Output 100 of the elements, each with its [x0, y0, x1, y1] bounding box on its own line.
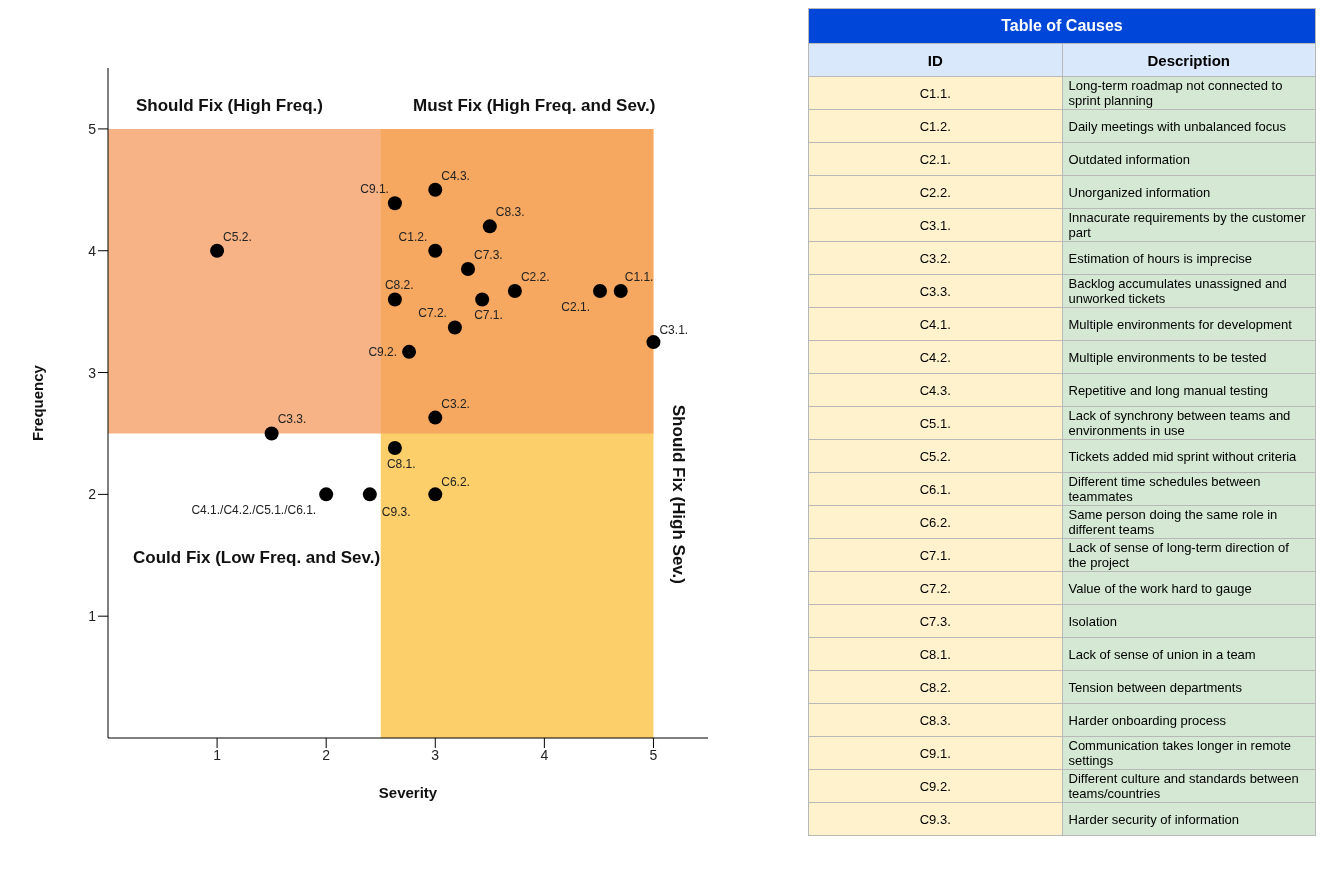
text: Repetitive and long manual testing — [1062, 373, 1316, 407]
text: Long-term roadmap not connected to sprint planning — [1062, 76, 1316, 110]
annotation: C8.3. — [495, 205, 525, 220]
point — [482, 219, 497, 234]
text: C9.2. — [808, 769, 1062, 803]
text: C3.1. — [808, 208, 1062, 242]
point — [210, 243, 225, 258]
text: C7.1. — [808, 538, 1062, 572]
text: Multiple environments to be tested — [1062, 340, 1316, 374]
annotation: C9.2. — [368, 344, 398, 359]
text: Different culture and standards between teams/countries — [1062, 769, 1316, 803]
text: Daily meetings with unbalanced focus — [1062, 109, 1316, 143]
text: C4.2. — [808, 340, 1062, 374]
annotation: C1.1. — [624, 269, 654, 284]
point — [613, 283, 628, 298]
text: Isolation — [1062, 604, 1316, 638]
annotation: C3.3. — [277, 412, 307, 427]
text: Innacurate requirements by the customer part — [1062, 208, 1316, 242]
y-axis-title: Frequency — [29, 364, 47, 441]
y-tick-label: 1 — [88, 608, 97, 625]
annotation: C4.3. — [441, 168, 470, 183]
x-tick-label: 4 — [540, 746, 549, 763]
annotation: C9.3. — [381, 505, 411, 520]
point — [387, 441, 402, 456]
annotation: C8.2. — [384, 278, 414, 293]
annotation: C3.1. — [659, 323, 689, 338]
point — [593, 283, 607, 298]
annotation: C9.1. — [360, 182, 389, 197]
text: Lack of synchrony between teams and environments in use — [1062, 406, 1316, 440]
text: C1.1. — [808, 76, 1062, 110]
text: Value of the work hard to gauge — [1062, 571, 1316, 605]
text: C7.3. — [808, 604, 1062, 638]
y-tick-label: 3 — [88, 364, 97, 381]
text: Lack of sense of long-term direction of the project — [1062, 538, 1316, 572]
y-tick-label: 5 — [88, 120, 97, 137]
point — [387, 292, 402, 307]
text: Communication takes longer in remote settings — [1062, 736, 1316, 770]
annotation: C2.1. — [561, 299, 590, 314]
y-tick-label: 4 — [88, 242, 97, 259]
band-label: Should Fix (High Sev.) — [669, 404, 689, 584]
text: Description — [1062, 43, 1316, 77]
text: C5.2. — [808, 439, 1062, 473]
point — [428, 487, 443, 502]
text: C8.3. — [808, 703, 1062, 737]
text: C2.2. — [808, 175, 1062, 209]
annotation: C3.2. — [441, 396, 470, 411]
annotation: Could Fix (Low Freq. and Sev.) — [133, 548, 381, 568]
text: Lack of sense of union in a team — [1062, 637, 1316, 671]
point — [387, 196, 402, 211]
text: C9.1. — [808, 736, 1062, 770]
annotation: Must Fix (High Freq. and Sev.) — [413, 96, 656, 116]
point — [402, 344, 417, 359]
text: C3.3. — [808, 274, 1062, 308]
point — [646, 335, 661, 350]
text: C1.2. — [808, 109, 1062, 143]
text: C6.1. — [808, 472, 1062, 506]
text: Tension between departments — [1062, 670, 1316, 704]
text: Table of Causes — [808, 8, 1316, 44]
x-tick-label: 1 — [213, 746, 222, 763]
x-tick-label: 5 — [649, 746, 658, 763]
text: Outdated information — [1062, 142, 1316, 176]
text: C3.2. — [808, 241, 1062, 275]
text: C4.1. — [808, 307, 1062, 341]
annotation: C7.2. — [418, 306, 447, 321]
point — [461, 262, 475, 276]
text: Harder security of information — [1062, 802, 1316, 836]
text: Tickets added mid sprint without criteria — [1062, 439, 1316, 473]
text: Backlog accumulates unassigned and unworked tickets — [1062, 274, 1316, 308]
point — [428, 410, 443, 425]
annotation: C6.2. — [441, 475, 470, 490]
point — [428, 243, 443, 258]
text: C4.3. — [808, 373, 1062, 407]
annotation: C2.2. — [520, 269, 550, 284]
point — [264, 426, 279, 441]
text: C6.2. — [808, 505, 1062, 539]
text: Estimation of hours is imprecise — [1062, 241, 1316, 275]
annotation: C8.1. — [386, 457, 416, 472]
text: C7.2. — [808, 571, 1062, 605]
annotation: C7.3. — [474, 248, 503, 262]
text: Unorganized information — [1062, 175, 1316, 209]
text: C9.3. — [808, 802, 1062, 836]
annotation: C7.1. — [474, 308, 503, 323]
point — [319, 487, 334, 502]
text: Same person doing the same role in different teams — [1062, 505, 1316, 539]
text: Multiple environments for development — [1062, 307, 1316, 341]
text: C8.1. — [808, 637, 1062, 671]
y-tick-label: 2 — [88, 486, 97, 503]
text: ID — [808, 43, 1062, 77]
text: C2.1. — [808, 142, 1062, 176]
text: Different time schedules between teammates — [1062, 472, 1316, 506]
point — [475, 292, 490, 307]
x-tick-label: 2 — [322, 746, 331, 763]
point — [507, 283, 522, 298]
x-axis-title: Severity — [378, 784, 438, 801]
x-tick-label: 3 — [431, 746, 440, 763]
annotation: C5.2. — [223, 229, 252, 244]
band-label: Should Fix (High Freq.) — [136, 95, 323, 115]
point — [362, 487, 377, 502]
text: Harder onboarding process — [1062, 703, 1316, 737]
annotation: C4.1./C4.2./C5.1./C6.1. — [191, 503, 317, 518]
